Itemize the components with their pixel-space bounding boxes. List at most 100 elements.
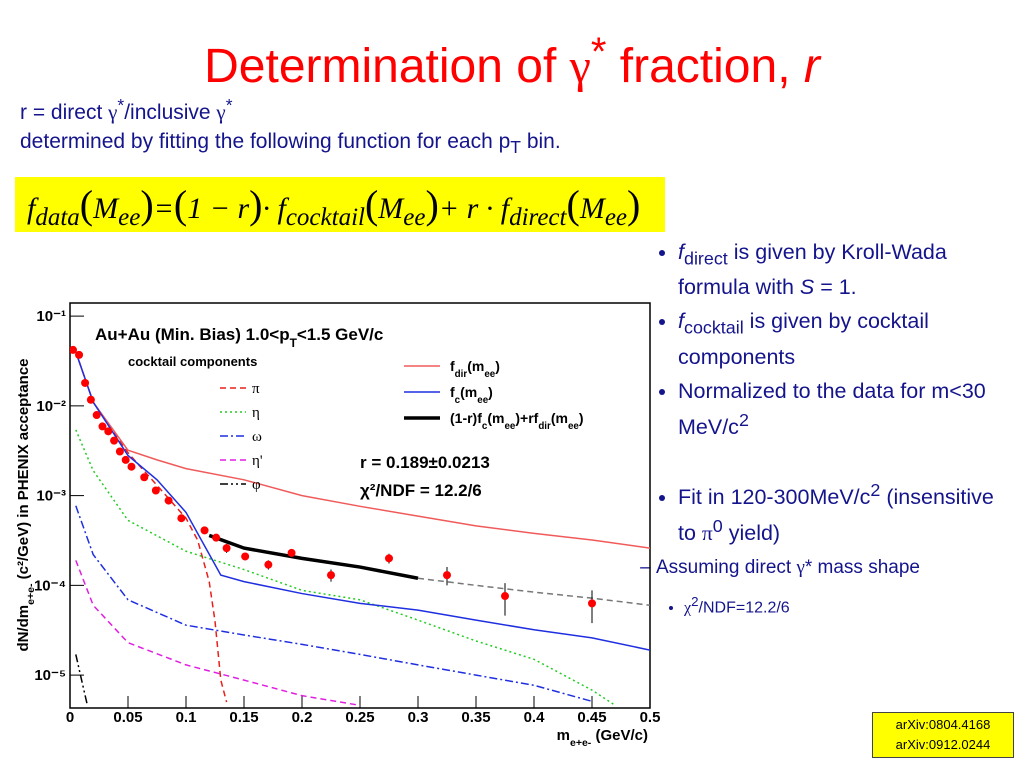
data-point (501, 592, 509, 601)
series-line (208, 533, 419, 580)
chart-text: fc(mee) (450, 384, 493, 406)
text-part: (m (487, 410, 504, 426)
text-part: π (701, 521, 713, 546)
text-part: data (35, 204, 80, 231)
text-part: ee (504, 421, 515, 432)
slide-title: Determination of γ* fraction, r (0, 30, 1024, 94)
y-tick-label: 10⁻⁵ (34, 667, 66, 684)
series-line (75, 654, 89, 706)
bullet: fcocktail is given by cocktail component… (678, 307, 1010, 371)
text-part: (c²/GeV) in PHENIX acceptance (15, 358, 32, 583)
text-part: (m (460, 384, 477, 400)
x-tick-label: 0.2 (292, 709, 313, 726)
text-part: ) (627, 182, 641, 227)
data-point (264, 560, 273, 569)
text-part: c (482, 421, 488, 432)
y-tick-label: 10⁻² (36, 398, 66, 415)
data-point (443, 571, 451, 580)
reference: arXiv:0804.4168 (895, 717, 991, 732)
text-part: dN/dm (15, 605, 32, 652)
text-part: (m (551, 410, 568, 426)
x-tick-label: 0.25 (345, 709, 374, 726)
x-tick-label: 0.45 (577, 709, 606, 726)
formula: fdata(Mee)=(1 − r)· fcocktail(Mee)+ r · … (15, 177, 665, 232)
legend-title: cocktail components (128, 354, 257, 369)
text-part: r = direct (20, 101, 109, 124)
legend-label: η' (252, 453, 263, 469)
data-point (110, 436, 119, 445)
text-part: ee (477, 395, 488, 406)
references: arXiv:0804.4168 arXiv:0912.0244 (872, 712, 1014, 758)
text-part: Au+Au (Min. Bias) 1.0<p (95, 325, 290, 344)
text-part: * (117, 95, 125, 115)
bullet: Normalized to the data for m<30 MeV/c2 (678, 377, 1010, 442)
x-tick-label: 0.35 (461, 709, 490, 726)
text-part: f (450, 384, 455, 400)
text-part: f (27, 192, 36, 225)
text-part: ee (403, 204, 426, 231)
text-part: fraction, (606, 40, 804, 93)
chart-text: (1-r)fc(mee)+rfdir(mee) (450, 410, 584, 432)
subtitle: determined by fitting the following func… (20, 130, 561, 158)
series-line (75, 429, 616, 706)
bullet: Fit in 120-300MeV/c2 (insensitive to π0 … (678, 476, 1010, 548)
x-tick-label: 0.4 (524, 709, 546, 726)
x-tick-label: 0.05 (113, 709, 142, 726)
data-point (287, 548, 296, 557)
text-part: cocktail (683, 317, 744, 338)
text-part: ee (604, 204, 628, 231)
plot-area (70, 345, 650, 707)
data-point (200, 526, 209, 535)
chart-text: dN/dme+e- (c²/GeV) in PHENIX acceptance (15, 358, 37, 651)
series-line (75, 505, 593, 703)
text-part: ) (488, 384, 493, 400)
text-part: ) (140, 182, 154, 227)
text-part: Determination of (204, 40, 570, 93)
x-tick-label: 0.3 (408, 709, 429, 726)
chart-text: me+e- (GeV/c) (557, 727, 648, 749)
text-part: direct (683, 248, 728, 269)
text-part: ( (566, 182, 580, 227)
text-part: c (455, 395, 461, 406)
text-part: )+rf (515, 410, 538, 426)
text-part: ) (579, 410, 584, 426)
data-point (140, 473, 149, 482)
series-line (417, 577, 650, 607)
text-part: e+e- (570, 737, 592, 749)
data-point (212, 533, 221, 542)
data-point (385, 554, 393, 563)
text-part: f (678, 240, 684, 264)
text-part: bin. (521, 130, 561, 153)
text-part: 2 (691, 594, 699, 610)
text-part: ) (495, 358, 500, 374)
text-part: (1-r)f (450, 410, 482, 426)
reference: arXiv:0912.0244 (895, 737, 991, 752)
series-line (75, 351, 650, 651)
text-part: (insensitive to (678, 484, 994, 546)
data-point (92, 411, 101, 420)
data-point (241, 552, 250, 561)
text-part: /NDF=12.2/6 (698, 599, 790, 617)
bullet: fdirect is given by Kroll-Wada formula w… (678, 238, 1010, 302)
subtitle: r = direct γ*/inclusive γ* (20, 95, 233, 125)
text-part: ) (249, 182, 263, 227)
text-part: ) (425, 182, 439, 227)
text-part: M (579, 192, 605, 225)
data-point (588, 599, 596, 608)
text-part: χ (684, 599, 692, 617)
data-point (151, 486, 160, 495)
x-tick-label: 0.15 (229, 709, 258, 726)
data-point (127, 462, 136, 471)
text-part: determined by fitting the following func… (20, 130, 511, 153)
text-part: <1.5 GeV/c (297, 325, 383, 344)
data-point (177, 514, 186, 523)
x-tick-label: 0.1 (176, 709, 197, 726)
data-point (164, 496, 173, 505)
data-point (327, 571, 335, 580)
text-part: * (225, 95, 233, 115)
text-part: γ (216, 100, 226, 124)
series-line (75, 560, 361, 707)
text-part: e+e- (25, 583, 37, 605)
